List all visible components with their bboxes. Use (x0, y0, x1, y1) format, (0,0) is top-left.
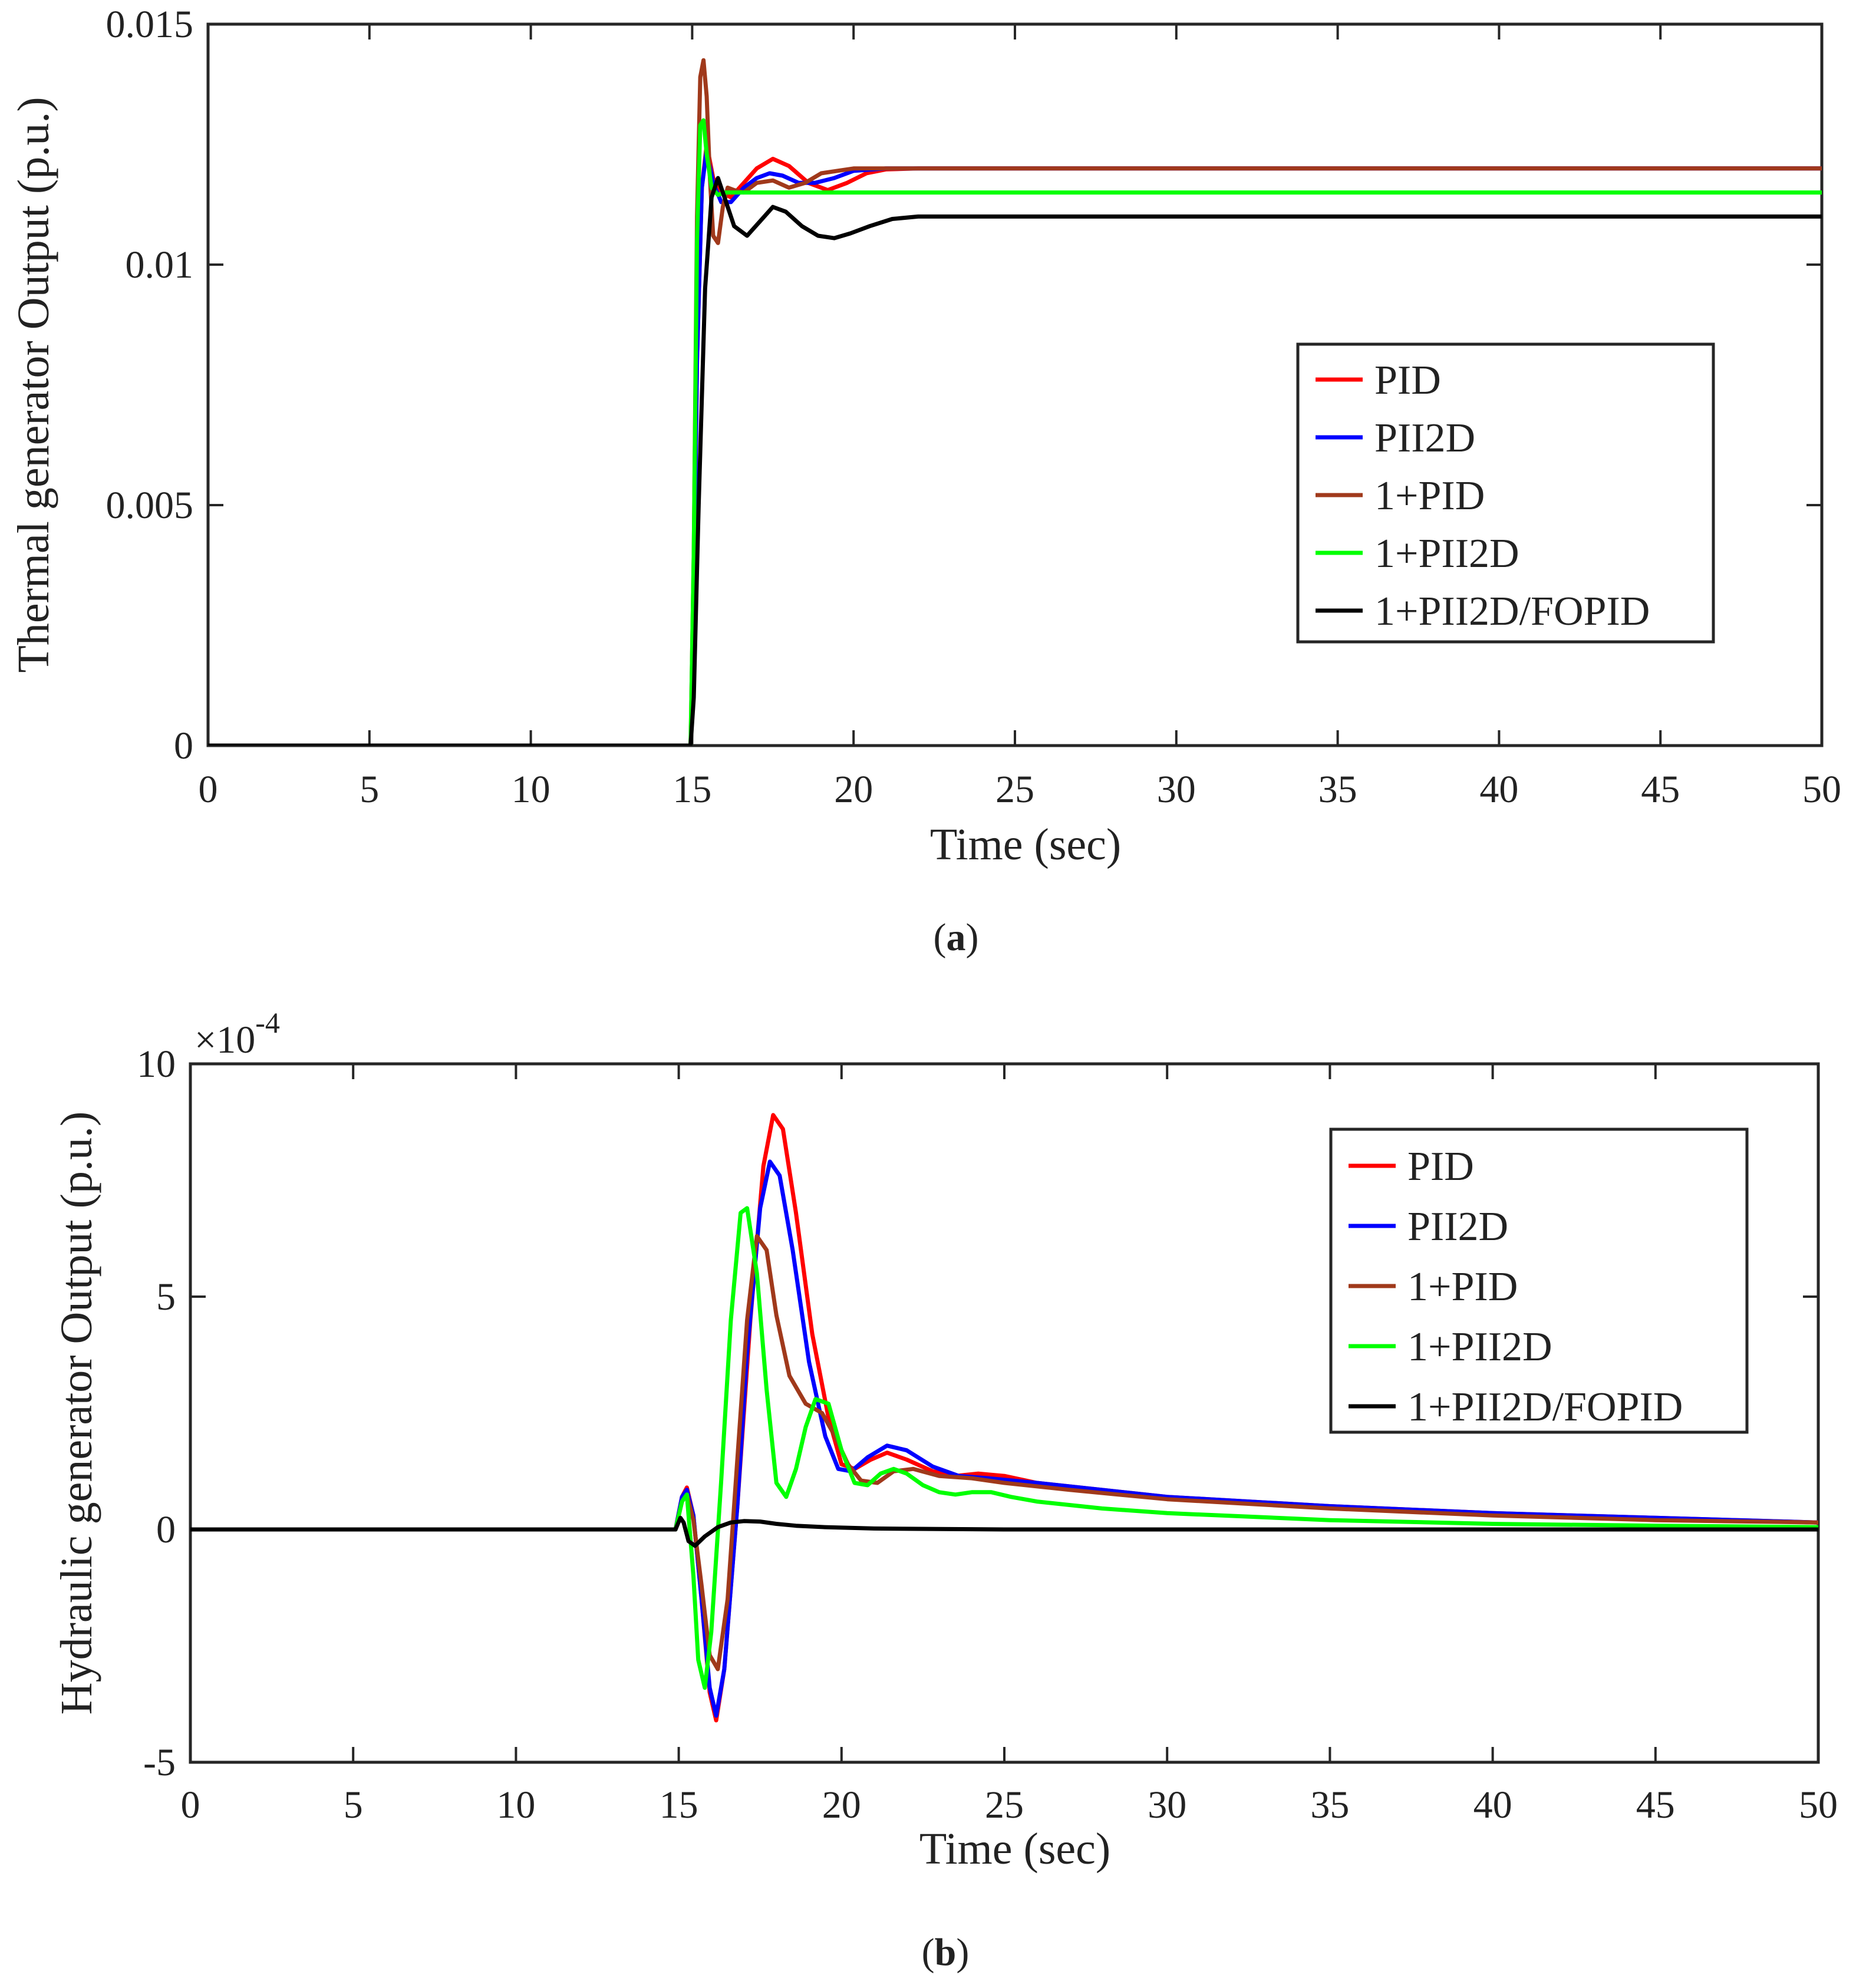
x-tick-label: 20 (822, 1783, 861, 1827)
x-tick-label: 45 (1636, 1783, 1675, 1827)
panel-caption: (b) (922, 1931, 970, 1974)
exponent-base: ×10 (194, 1018, 255, 1061)
x-axis-label: Time (sec) (919, 1824, 1110, 1874)
series-line-1-pii2d (190, 1206, 1818, 1690)
legend-label: PII2D (1407, 1204, 1508, 1249)
x-tick-label: 40 (1479, 768, 1518, 811)
x-tick-label: 25 (995, 768, 1034, 811)
legend-label: 1+PII2D/FOPID (1374, 589, 1650, 634)
series-line-1-pii2d-fopid (190, 1515, 1818, 1548)
y-tick-label: -5 (143, 1741, 176, 1784)
x-tick-label: 35 (1318, 768, 1357, 811)
y-tick-label: 0 (156, 1508, 176, 1551)
series-group (208, 58, 1822, 746)
x-tick-label: 50 (1802, 768, 1841, 811)
y-tick-label: 0.01 (126, 243, 194, 286)
y-tick-label: 0.005 (106, 484, 194, 527)
y-tick-label: 0 (174, 724, 193, 767)
legend-label: 1+PII2D/FOPID (1407, 1384, 1683, 1430)
x-tick-label: 10 (496, 1783, 535, 1827)
x-tick-label: 5 (360, 768, 379, 811)
x-tick-label: 30 (1148, 1783, 1186, 1827)
legend: PID PII2D 1+PID 1+PII2D 1+PII2D/FOPID (1296, 342, 1715, 644)
x-tick-label: 15 (672, 768, 711, 811)
legend-label: PII2D (1374, 416, 1475, 461)
legend-label: 1+PID (1374, 473, 1485, 519)
x-tick-label: 40 (1473, 1783, 1512, 1827)
series-line-1-pii2d-fopid (208, 176, 1822, 746)
legend-label: PID (1407, 1144, 1474, 1189)
legend-label: 1+PII2D (1407, 1324, 1552, 1370)
x-tick-label: 0 (181, 1783, 200, 1827)
y-axis-exponent: ×10-4 (194, 1006, 280, 1061)
series-group (190, 1113, 1818, 1723)
chart-panel-a: 0 5 10 15 20 25 30 35 40 45 50 0 0.005 0.01 0.015 Time … (9, 3, 1841, 959)
y-axis-label: Thermal generator Output (p.u.) (9, 97, 58, 672)
legend: PID PII2D 1+PID 1+PII2D 1+PII2D/FOPID (1329, 1127, 1749, 1434)
legend-label: PID (1374, 358, 1441, 403)
x-tick-label: 0 (199, 768, 218, 811)
legend-box (1296, 342, 1715, 644)
x-tick-label: 30 (1157, 768, 1196, 811)
legend-label: 1+PII2D (1374, 531, 1519, 576)
x-axis-label: Time (sec) (930, 820, 1121, 869)
x-tick-label: 35 (1310, 1783, 1349, 1827)
y-tick-label: 0.015 (106, 3, 194, 46)
series-line-1-pii2d (208, 118, 1822, 746)
x-tick-label: 20 (834, 768, 873, 811)
y-axis-label: Hydraulic generator Output (p.u.) (52, 1112, 101, 1715)
legend-label: 1+PID (1407, 1264, 1518, 1310)
x-tick-label: 45 (1641, 768, 1680, 811)
x-tick-label: 15 (660, 1783, 698, 1827)
x-tick-label: 10 (512, 768, 550, 811)
y-tick-label: 10 (137, 1043, 176, 1086)
x-tick-label: 25 (985, 1783, 1024, 1827)
y-tick-label: 5 (156, 1275, 176, 1318)
panel-caption: (a) (934, 916, 979, 959)
x-tick-label: 5 (344, 1783, 363, 1827)
legend-box (1329, 1127, 1749, 1434)
exponent-power: -4 (255, 1006, 280, 1039)
x-tick-label: 50 (1799, 1783, 1838, 1827)
